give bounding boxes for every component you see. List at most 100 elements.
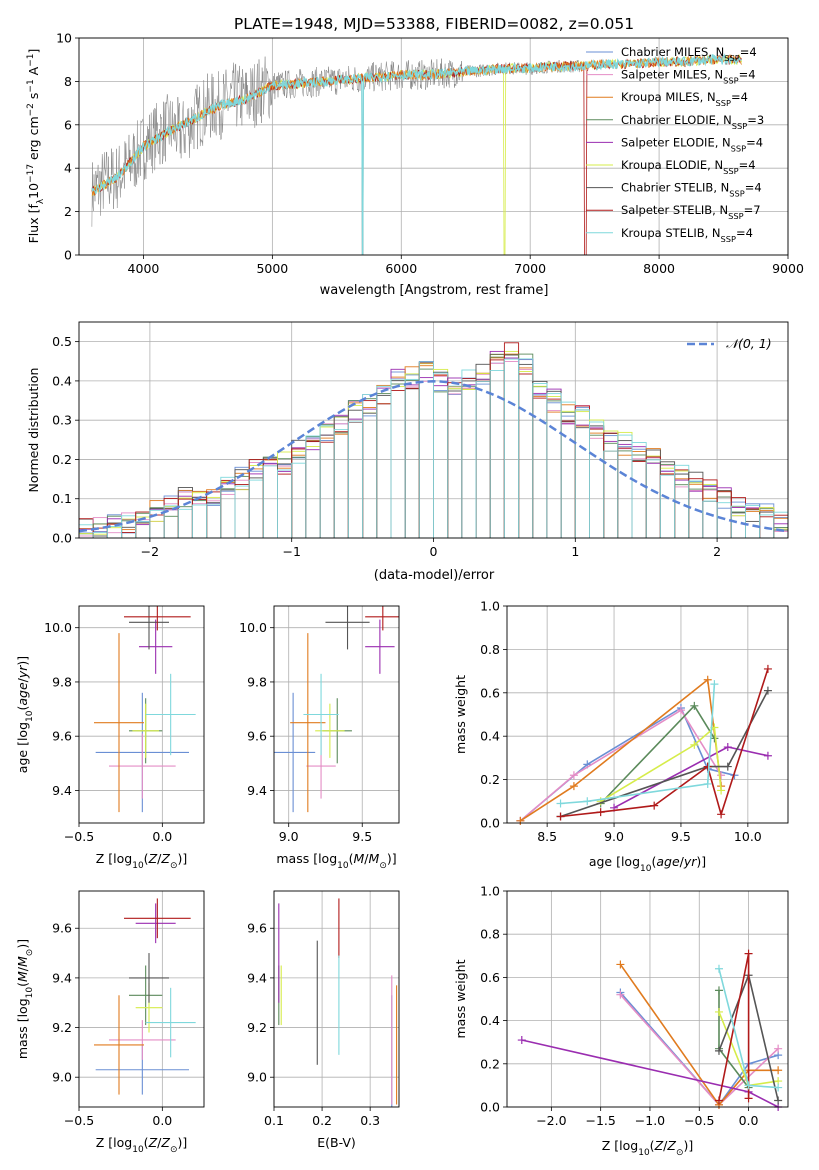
x-tick-label: −0.5 xyxy=(64,829,94,844)
legend-label: 𝒩(0, 1) xyxy=(726,336,772,351)
marker xyxy=(714,986,723,995)
marker xyxy=(714,1096,723,1105)
chart-title: PLATE=1948, MJD=53388, FIBERID=0082, z=0… xyxy=(234,15,634,33)
axes-frame xyxy=(78,321,789,539)
y-tick-label: 9.4 xyxy=(52,970,72,985)
marker xyxy=(763,664,772,673)
x-tick-label: 9.0 xyxy=(604,829,624,844)
y-tick-label: 6 xyxy=(64,117,72,132)
x-tick-label: 0.2 xyxy=(312,1113,332,1128)
marker xyxy=(676,706,685,715)
x-tick-label: −0.5 xyxy=(64,1113,94,1128)
y-tick-label: 0.2 xyxy=(480,772,500,787)
x-tick-label: 0.0 xyxy=(152,1113,172,1128)
x-axis-label: Z [log10(Z/Z⊙)] xyxy=(602,1138,694,1158)
y-tick-label: 0.4 xyxy=(52,373,72,388)
y-tick-label: 4 xyxy=(64,161,72,176)
y-tick-label: 9.4 xyxy=(247,970,267,985)
x-tick-label: 1 xyxy=(571,544,579,559)
marker xyxy=(774,1044,783,1053)
marker xyxy=(703,779,712,788)
y-tick-label: 0.0 xyxy=(52,531,72,546)
x-tick-label: 5000 xyxy=(256,261,288,276)
y-tick-label: 0.4 xyxy=(480,1013,500,1028)
x-tick-label: 7000 xyxy=(514,261,546,276)
marker xyxy=(714,964,723,973)
x-tick-label: 0.0 xyxy=(739,1113,759,1128)
marker xyxy=(717,810,726,819)
y-tick-label: 9.8 xyxy=(52,674,72,689)
x-axis-label: mass [log10(M/M⊙)] xyxy=(276,851,396,871)
x-tick-label: −1 xyxy=(282,544,300,559)
gaussian-curve xyxy=(79,380,788,533)
x-tick-label: 10.0 xyxy=(734,829,762,844)
marker xyxy=(616,990,625,999)
y-tick-label: 10.0 xyxy=(239,620,267,635)
y-axis-label: Flux [fλ10−17 erg cm−2 s−1 A−1] xyxy=(26,49,46,244)
y-tick-label: 0 xyxy=(64,248,72,263)
marker xyxy=(710,734,719,743)
x-tick-label: 6000 xyxy=(385,261,417,276)
marker xyxy=(690,701,699,710)
y-tick-label: 8 xyxy=(64,74,72,89)
marker xyxy=(763,686,772,695)
marker xyxy=(517,1036,526,1045)
legend-label: Kroupa MILES, NSSP=4 xyxy=(621,90,748,108)
y-tick-label: 2 xyxy=(64,204,72,219)
marker xyxy=(616,960,625,969)
y-tick-label: 9.4 xyxy=(247,783,267,798)
x-tick-label: 0.0 xyxy=(152,829,172,844)
legend-label: Salpeter MILES, NSSP=4 xyxy=(621,68,756,86)
marker xyxy=(744,1081,753,1090)
x-tick-label: 4000 xyxy=(128,261,160,276)
x-tick-label: 0.1 xyxy=(264,1113,284,1128)
marker xyxy=(569,771,578,780)
y-tick-label: 9.0 xyxy=(247,1070,267,1085)
marker xyxy=(714,1046,723,1055)
legend-label: Chabrier MILES, NSSP=4 xyxy=(621,45,757,63)
y-tick-label: 0.6 xyxy=(480,970,500,985)
y-tick-label: 0.0 xyxy=(480,1100,500,1115)
y-tick-label: 0.8 xyxy=(480,642,500,657)
y-tick-label: 0.1 xyxy=(52,491,72,506)
marker xyxy=(723,762,732,771)
marker xyxy=(703,762,712,771)
y-tick-label: 9.6 xyxy=(247,921,267,936)
marker xyxy=(717,771,726,780)
marker xyxy=(744,949,753,958)
y-tick-label: 0.8 xyxy=(480,927,500,942)
legend-label: Chabrier ELODIE, NSSP=3 xyxy=(621,113,764,131)
x-tick-label: −1.0 xyxy=(635,1113,665,1128)
marker xyxy=(774,1083,783,1092)
x-tick-label: 9000 xyxy=(772,261,804,276)
marker xyxy=(690,740,699,749)
y-tick-label: 0.0 xyxy=(480,816,500,831)
x-tick-label: −0.5 xyxy=(684,1113,714,1128)
y-tick-label: 0.5 xyxy=(52,334,72,349)
weight-line xyxy=(600,725,722,802)
marker xyxy=(596,808,605,817)
y-tick-label: 9.4 xyxy=(52,783,72,798)
weight-line xyxy=(560,668,769,818)
x-axis-label: (data-model)/error xyxy=(374,568,495,583)
y-tick-label: 1.0 xyxy=(480,884,500,899)
x-axis-label: age [log10(age/yr)] xyxy=(589,854,706,874)
axes-frame xyxy=(506,890,789,1108)
y-tick-label: 0.2 xyxy=(52,452,72,467)
axes-frame xyxy=(506,605,789,824)
x-axis-label: Z [log10(Z/Z⊙)] xyxy=(96,851,188,871)
y-axis-label: mass weight xyxy=(453,675,468,754)
legend-label: Chabrier STELIB, NSSP=4 xyxy=(621,181,762,199)
y-tick-label: 9.6 xyxy=(52,729,72,744)
marker xyxy=(744,1094,753,1103)
axes-frame xyxy=(273,890,400,1108)
axes-frame xyxy=(78,605,205,824)
x-axis-label: Z [log10(Z/Z⊙)] xyxy=(96,1135,188,1155)
x-tick-label: −1.5 xyxy=(585,1113,615,1128)
marker xyxy=(569,782,578,791)
marker xyxy=(650,801,659,810)
model-spectrum xyxy=(91,53,742,255)
x-tick-label: 2 xyxy=(713,544,721,559)
weight-line xyxy=(619,963,779,1107)
